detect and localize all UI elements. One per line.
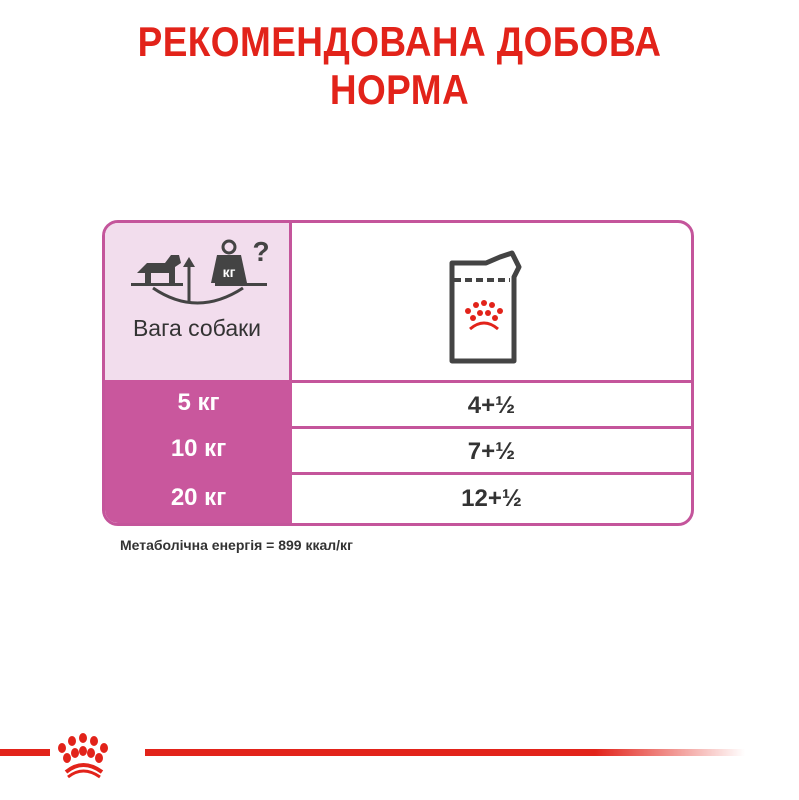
amount-cell: 12+½ xyxy=(292,472,691,523)
energy-note: Метаболічна енергія = 899 ккал/кг xyxy=(120,537,353,553)
page-title: РЕКОМЕНДОВАНА ДОБОВА НОРМА xyxy=(137,18,662,113)
pouch-icon xyxy=(449,250,522,364)
question-icon: ? xyxy=(252,236,269,267)
table-row: 5 кг 4+½ xyxy=(105,380,691,426)
weight-header-cell: кг ? Вага собаки xyxy=(105,223,292,380)
table-row: 20 кг 12+½ xyxy=(105,472,691,523)
royal-canin-crown-icon xyxy=(58,733,108,779)
amount-cell: 4+½ xyxy=(292,380,691,426)
weight-cell: 20 кг xyxy=(170,484,227,511)
pouch-header-cell xyxy=(292,223,691,380)
amount-cell: 7+½ xyxy=(292,426,691,472)
table-row: 10 кг 7+½ xyxy=(105,426,691,472)
footer-line-right xyxy=(145,749,745,756)
weight-cell: 5 кг xyxy=(177,389,220,416)
dog-on-scale-icon: кг ? xyxy=(131,236,270,305)
weight-cell: 10 кг xyxy=(170,435,227,462)
feeding-table: кг ? Вага собаки 5 кг 4+½ 10 кг 7+½ 20 к… xyxy=(102,220,694,526)
footer-line-left xyxy=(0,749,50,756)
weight-header-label: Вага собаки xyxy=(132,315,262,341)
svg-text:кг: кг xyxy=(223,264,236,280)
royal-canin-crown-icon xyxy=(465,300,503,331)
